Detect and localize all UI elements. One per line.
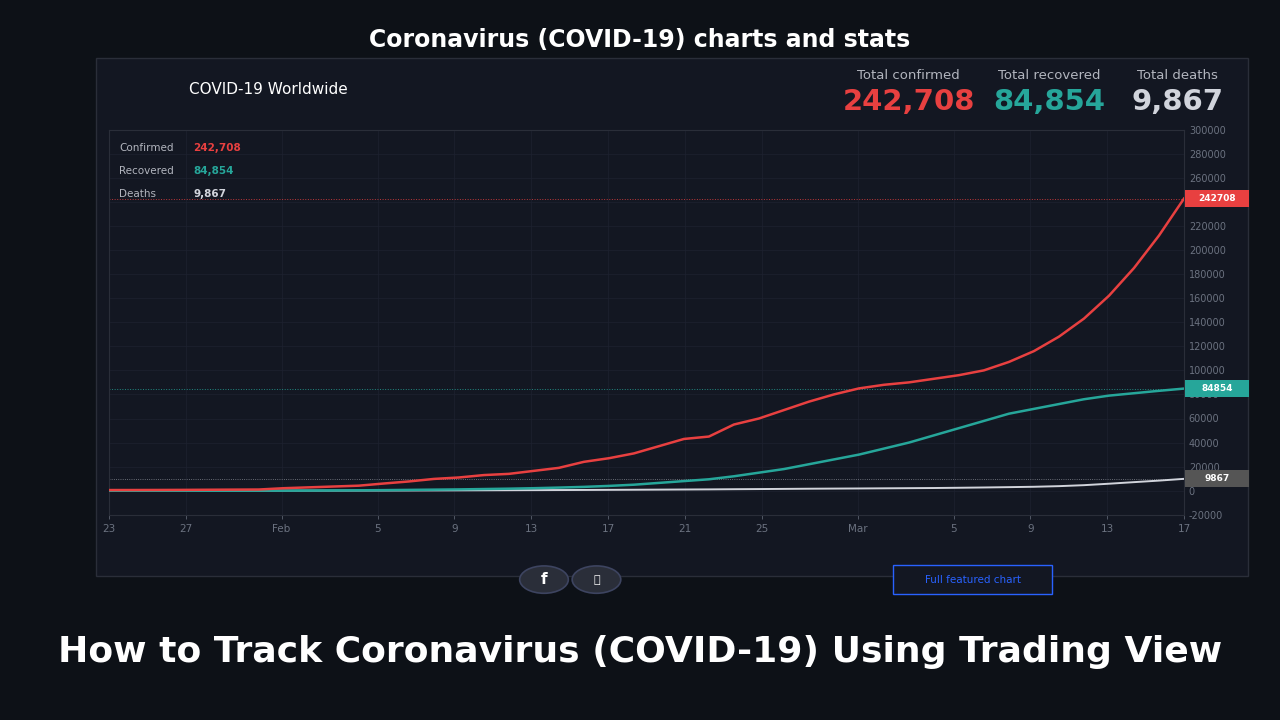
Text: f: f	[540, 572, 548, 587]
Text: 84854: 84854	[1202, 384, 1233, 393]
Text: Total confirmed: Total confirmed	[858, 69, 960, 82]
Text: 9867: 9867	[1204, 474, 1230, 483]
Text: 242,708: 242,708	[193, 143, 241, 153]
Text: Confirmed: Confirmed	[119, 143, 174, 153]
Text: COVID-19 Worldwide: COVID-19 Worldwide	[189, 83, 348, 97]
Text: Full featured chart: Full featured chart	[924, 575, 1021, 585]
Text: Total deaths: Total deaths	[1137, 69, 1219, 82]
Text: 242708: 242708	[1198, 194, 1236, 203]
Text: Deaths: Deaths	[119, 189, 156, 199]
Text: 9,867: 9,867	[1132, 89, 1224, 116]
Text: 🐦: 🐦	[593, 575, 600, 585]
Text: 242,708: 242,708	[842, 89, 975, 116]
Text: Total recovered: Total recovered	[998, 69, 1101, 82]
Text: How to Track Coronavirus (COVID-19) Using Trading View: How to Track Coronavirus (COVID-19) Usin…	[58, 634, 1222, 669]
Text: 84,854: 84,854	[993, 89, 1106, 116]
Text: 9,867: 9,867	[193, 189, 227, 199]
Text: Coronavirus (COVID-19) charts and stats: Coronavirus (COVID-19) charts and stats	[370, 27, 910, 52]
Text: 84,854: 84,854	[193, 166, 234, 176]
Text: Recovered: Recovered	[119, 166, 174, 176]
